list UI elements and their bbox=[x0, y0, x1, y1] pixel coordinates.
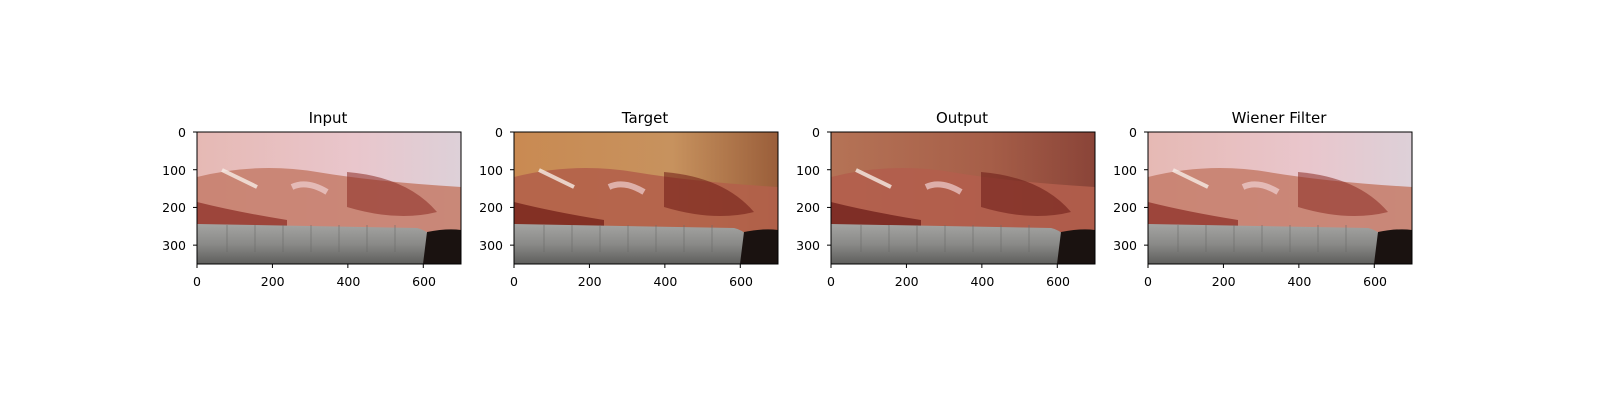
x-axis: 0 200 400 600 bbox=[827, 274, 1070, 289]
x-tick-label: 200 bbox=[578, 274, 602, 289]
y-tick-label: 200 bbox=[796, 200, 820, 215]
x-tick-label: 600 bbox=[412, 274, 436, 289]
photo-surgical-scene bbox=[827, 131, 1096, 268]
x-tick-label: 600 bbox=[1363, 274, 1387, 289]
y-tick-label: 100 bbox=[796, 163, 820, 178]
y-tick-label: 100 bbox=[162, 163, 186, 178]
x-tick-label: 200 bbox=[261, 274, 285, 289]
photo-surgical-scene bbox=[510, 131, 779, 268]
y-tick-label: 300 bbox=[1113, 238, 1137, 253]
panel-output: Output 0 200 400 600 0 100 200 300 bbox=[796, 109, 1096, 289]
photo-surgical-scene bbox=[193, 131, 462, 268]
y-tick-label: 100 bbox=[1113, 163, 1137, 178]
y-axis: 0 100 200 300 bbox=[479, 125, 503, 253]
y-tick-label: 0 bbox=[1129, 125, 1137, 140]
y-tick-label: 0 bbox=[495, 125, 503, 140]
x-axis: 0 200 400 600 bbox=[1144, 274, 1387, 289]
x-tick-label: 0 bbox=[510, 274, 518, 289]
y-axis: 0 100 200 300 bbox=[162, 125, 186, 253]
y-tick-label: 0 bbox=[178, 125, 186, 140]
y-tick-label: 0 bbox=[812, 125, 820, 140]
photo-surgical-scene bbox=[1144, 131, 1413, 268]
y-tick-label: 200 bbox=[479, 200, 503, 215]
x-axis: 0 200 400 600 bbox=[510, 274, 753, 289]
panel-title: Output bbox=[936, 109, 988, 127]
panel-target: Target 0 200 400 600 0 100 200 300 bbox=[479, 109, 779, 289]
x-tick-label: 400 bbox=[336, 274, 360, 289]
panel-wiener-filter: Wiener Filter 0 200 400 600 0 100 200 30… bbox=[1113, 109, 1413, 289]
x-tick-label: 0 bbox=[827, 274, 835, 289]
y-tick-label: 300 bbox=[162, 238, 186, 253]
y-tick-label: 100 bbox=[479, 163, 503, 178]
panel-title: Input bbox=[309, 109, 348, 127]
x-tick-label: 600 bbox=[1046, 274, 1070, 289]
x-tick-label: 600 bbox=[729, 274, 753, 289]
x-tick-label: 0 bbox=[1144, 274, 1152, 289]
panel-title: Target bbox=[621, 109, 669, 127]
x-tick-label: 200 bbox=[1212, 274, 1236, 289]
y-axis: 0 100 200 300 bbox=[1113, 125, 1137, 253]
y-tick-label: 300 bbox=[796, 238, 820, 253]
y-axis: 0 100 200 300 bbox=[796, 125, 820, 253]
x-axis: 0 200 400 600 bbox=[193, 274, 436, 289]
y-tick-label: 200 bbox=[162, 200, 186, 215]
x-tick-label: 0 bbox=[193, 274, 201, 289]
x-tick-label: 400 bbox=[1287, 274, 1311, 289]
panel-title: Wiener Filter bbox=[1232, 109, 1328, 127]
panel-input: Input 0 200 400 600 0 100 200 300 bbox=[162, 109, 462, 289]
x-tick-label: 200 bbox=[895, 274, 919, 289]
y-tick-label: 300 bbox=[479, 238, 503, 253]
y-tick-label: 200 bbox=[1113, 200, 1137, 215]
x-tick-label: 400 bbox=[970, 274, 994, 289]
x-tick-label: 400 bbox=[653, 274, 677, 289]
